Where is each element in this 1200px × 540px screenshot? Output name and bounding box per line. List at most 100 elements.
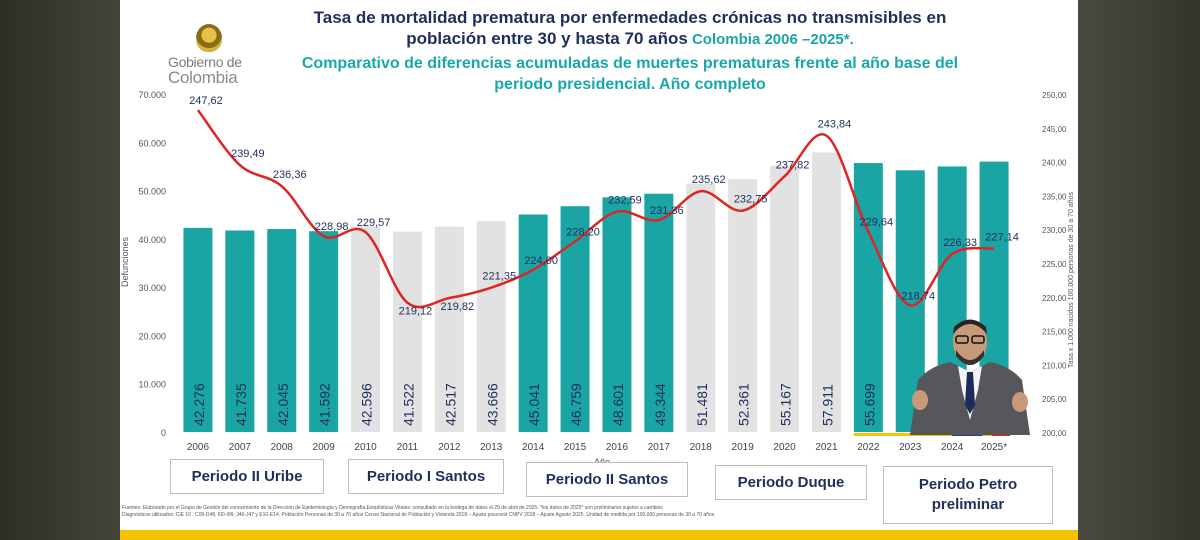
x-tick-label: 2020	[773, 442, 796, 453]
title-line2a: población entre 30 y hasta 70 años	[406, 29, 688, 48]
x-tick-label: 2007	[229, 442, 252, 453]
line-value-label: 226,33	[943, 237, 977, 249]
x-tick-label: 2010	[354, 442, 377, 453]
bar-value-label: 51.481	[694, 383, 710, 426]
y2-tick-label: 225,00	[1042, 260, 1067, 269]
line-value-label: 235,62	[692, 174, 726, 186]
bar-value-label: 41.735	[233, 383, 249, 426]
bar-value-label: 57.911	[819, 384, 835, 426]
period-uribe-2: Periodo II Uribe	[170, 459, 324, 494]
line-value-label: 228,98	[315, 221, 349, 233]
period-santos-1: Periodo I Santos	[348, 459, 504, 494]
bar-value-label: 42.045	[275, 383, 291, 426]
line-value-label: 229,57	[357, 217, 391, 229]
x-tick-label: 2012	[438, 442, 461, 453]
bar	[183, 227, 213, 432]
slide: Gobierno de Colombia Tasa de mortalidad …	[120, 0, 1078, 540]
bar-value-label: 43.666	[484, 383, 500, 426]
x-tick-label: 2013	[480, 442, 503, 453]
bar	[518, 214, 548, 432]
period-duque: Periodo Duque	[715, 465, 867, 500]
y2-tick-label: 240,00	[1042, 159, 1067, 168]
title-line3: Comparativo de diferencias acumuladas de…	[301, 55, 959, 72]
video-frame-right	[1078, 0, 1200, 540]
line-value-label: 237,82	[776, 159, 810, 171]
period-santos-2: Periodo II Santos	[526, 462, 688, 497]
line-value-label: 243,84	[818, 119, 852, 131]
bar	[644, 193, 674, 432]
bar-value-label: 49.344	[652, 383, 668, 426]
chart-subtitle: Comparativo de diferencias acumuladas de…	[210, 53, 1050, 95]
title-line1: Tasa de mortalidad prematura por enferme…	[313, 8, 947, 27]
y-tick-label: 20.000	[138, 331, 166, 341]
line-value-label: 218,74	[901, 290, 935, 302]
bar	[770, 165, 800, 432]
gobierno-colombia-logo: Gobierno de Colombia	[166, 24, 256, 94]
bar	[476, 221, 506, 432]
bar	[560, 206, 590, 432]
bar-value-label: 45.041	[526, 383, 542, 426]
title-line4: periodo presidencial. Año completo	[494, 76, 766, 93]
x-tick-label: 2024	[941, 442, 964, 453]
y2-tick-label: 215,00	[1042, 328, 1067, 337]
bar	[686, 183, 716, 432]
line-value-label: 219,82	[441, 301, 475, 313]
bar-value-label: 42.276	[191, 383, 207, 426]
title-line2b: Colombia 2006 –2025*.	[687, 31, 854, 48]
title-line2: población entre 30 y hasta 70 años Colom…	[210, 28, 1050, 50]
x-tick-label: 2022	[857, 442, 880, 453]
mortality-chart: 0 10.000 20.000 30.000 40.000 50.000 60.000 70.…	[120, 90, 1075, 467]
line-value-label: 229,64	[860, 217, 894, 229]
x-tick-label: 2021	[815, 442, 838, 453]
x-tick-label: 2006	[187, 442, 210, 453]
x-tick-label: 2019	[732, 442, 755, 453]
line-value-label: 231,36	[650, 205, 684, 217]
x-tick-label: 2015	[564, 442, 587, 453]
x-tick-label: 2011	[397, 442, 419, 453]
bar	[811, 152, 841, 432]
x-tick-label: 2018	[690, 442, 713, 453]
x-tick-label: 2009	[313, 442, 336, 453]
y-tick-label: 40.000	[138, 235, 166, 245]
y2-tick-label: 200,00	[1042, 429, 1067, 438]
x-tick-label: 2008	[271, 442, 294, 453]
bar	[225, 230, 255, 432]
y2-tick-label: 250,00	[1042, 91, 1067, 100]
x-tick-label: 2016	[606, 442, 629, 453]
y-tick-label: 30.000	[138, 283, 166, 293]
bar-value-label: 48.601	[610, 383, 626, 426]
line-value-label: 236,36	[273, 169, 307, 181]
line-value-label: 221,35	[482, 271, 516, 283]
y2-tick-label: 210,00	[1042, 361, 1067, 370]
line-value-label: 247,62	[189, 95, 223, 107]
x-tick-label: 2023	[899, 442, 922, 453]
bar	[434, 226, 464, 432]
line-value-label: 232,75	[734, 194, 768, 206]
y2-axis-title: Tasa x 1.000 nacidos 100.000 personas de…	[1068, 192, 1075, 368]
bar	[267, 228, 297, 432]
line-value-label: 232,59	[608, 195, 642, 207]
bar	[602, 197, 632, 432]
x-tick-label: 2025*	[981, 442, 1007, 453]
bar	[309, 231, 339, 432]
y2-tick-label: 220,00	[1042, 294, 1067, 303]
rate-line	[196, 109, 995, 309]
y2-tick-label: 205,00	[1042, 395, 1067, 404]
line-value-label: 228,20	[566, 226, 600, 238]
footnote-line1: Fuentes: Elaborado por el Grupo de Gesti…	[122, 505, 663, 511]
footnote-line2: Diagnósticos utilizados: CIE 10 : C00-D4…	[122, 512, 715, 518]
period-petro: Periodo Petro preliminar	[883, 466, 1053, 524]
presenter-image	[910, 319, 1030, 435]
y2-tick-label: 235,00	[1042, 192, 1067, 201]
line-value-label: 227,14	[985, 232, 1019, 244]
logo-line2: Colombia	[168, 68, 238, 87]
bar-value-label: 41.522	[400, 383, 416, 426]
coat-of-arms-icon	[196, 24, 222, 52]
footnote: Fuentes: Elaborado por el Grupo de Gesti…	[122, 505, 862, 519]
chart-title: Tasa de mortalidad prematura por enferme…	[210, 7, 1050, 50]
y-tick-label: 10.000	[138, 380, 166, 390]
y-tick-label: 70.000	[138, 90, 166, 100]
y2-tick-label: 245,00	[1042, 125, 1067, 134]
logo-line1: Gobierno de	[168, 54, 242, 70]
y2-tick-label: 230,00	[1042, 226, 1067, 235]
